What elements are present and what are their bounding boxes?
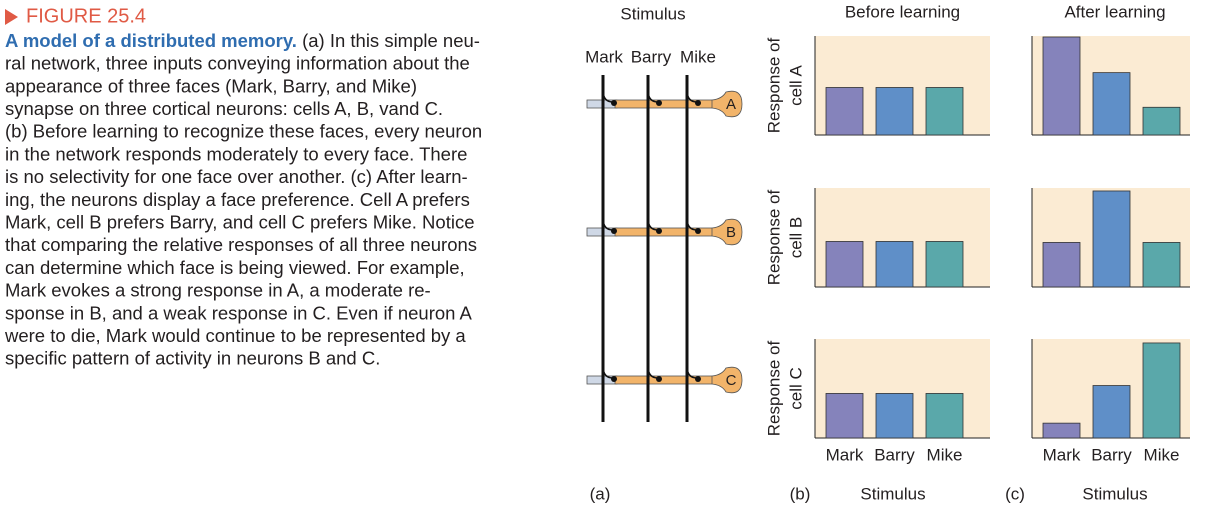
panel-label: (c) bbox=[1005, 484, 1025, 503]
bar bbox=[875, 87, 914, 136]
cell-body bbox=[711, 90, 743, 118]
caption-line: (b) Before learning to recognize these f… bbox=[5, 121, 482, 142]
x-axis-label: Stimulus bbox=[860, 484, 925, 503]
network-diagram bbox=[586, 75, 743, 422]
synapse-dot bbox=[611, 100, 617, 106]
y-axis-label: Response of bbox=[764, 189, 783, 285]
chart-title: Before learning bbox=[845, 2, 960, 21]
synapse-dot bbox=[656, 376, 662, 382]
cell-body bbox=[711, 366, 743, 394]
synapse-dot bbox=[611, 228, 617, 234]
caption-line: ral network, three inputs conveying info… bbox=[5, 53, 470, 74]
bar bbox=[1142, 242, 1181, 288]
caption-line: appearance of three faces (Mark, Barry, … bbox=[5, 75, 417, 96]
bar bbox=[925, 393, 964, 439]
bar bbox=[825, 241, 864, 288]
caption-line: can determine which face is being viewed… bbox=[5, 257, 465, 278]
bar bbox=[1042, 242, 1081, 288]
bar bbox=[925, 87, 964, 136]
x-tick-label: Mike bbox=[927, 445, 963, 464]
caption-line: Mark, cell B prefers Barry, and cell C p… bbox=[5, 211, 475, 232]
caption-text: (a) In this simple neu- bbox=[297, 30, 480, 51]
synapse-dot bbox=[695, 228, 701, 234]
synapse-dot bbox=[656, 228, 662, 234]
bar bbox=[875, 393, 914, 439]
caption-line: were to die, Mark would continue to be r… bbox=[4, 325, 466, 346]
caption-line: A model of a distributed memory. (a) In … bbox=[5, 30, 480, 51]
y-axis-label: cell A bbox=[786, 65, 805, 106]
x-tick-label: Mark bbox=[1043, 445, 1081, 464]
synapse-dot bbox=[656, 100, 662, 106]
bar bbox=[825, 393, 864, 439]
chart-title: After learning bbox=[1064, 2, 1165, 21]
y-axis-label: Response of bbox=[764, 340, 783, 436]
bar bbox=[825, 87, 864, 136]
y-axis-label: cell B bbox=[786, 217, 805, 259]
panel-label: (b) bbox=[790, 484, 811, 503]
cell-label: B bbox=[726, 224, 736, 241]
cell-label: C bbox=[726, 372, 737, 389]
x-tick-label: Barry bbox=[874, 445, 915, 464]
bar bbox=[875, 241, 914, 288]
caption-line: specific pattern of activity in neurons … bbox=[5, 348, 380, 369]
panel-title: Stimulus bbox=[620, 4, 685, 23]
bar bbox=[925, 241, 964, 288]
caption-line: that comparing the relative responses of… bbox=[5, 234, 477, 255]
caption-line: in the network responds moderately to ev… bbox=[5, 143, 467, 164]
caption-line: Mark evokes a strong response in A, a mo… bbox=[5, 280, 431, 301]
synapse-dot bbox=[611, 376, 617, 382]
bar bbox=[1092, 385, 1131, 439]
x-tick-label: Mark bbox=[826, 445, 864, 464]
bar bbox=[1142, 106, 1181, 136]
synapse-dot bbox=[695, 376, 701, 382]
caption-line: is no selectivity for one face over anot… bbox=[5, 166, 468, 187]
synapse-dot bbox=[695, 100, 701, 106]
input-label: Mark bbox=[585, 47, 623, 66]
caption-line: synapse on three cortical neurons: cells… bbox=[5, 98, 443, 119]
x-axis-label: Stimulus bbox=[1082, 484, 1147, 503]
figure-label: FIGURE 25.4 bbox=[26, 5, 146, 27]
panel-label: (a) bbox=[590, 484, 611, 503]
y-axis-label: Response of bbox=[764, 37, 783, 133]
x-tick-label: Barry bbox=[1091, 445, 1132, 464]
caption-line: sponse in B, and a weak response in C. E… bbox=[5, 302, 473, 323]
caption-line: ing, the neurons display a face preferen… bbox=[5, 189, 470, 210]
input-label: Mike bbox=[680, 47, 716, 66]
bar bbox=[1142, 342, 1181, 439]
bar bbox=[1042, 36, 1081, 136]
x-tick-label: Mike bbox=[1144, 445, 1180, 464]
cell-label: A bbox=[726, 96, 736, 113]
caption-title: A model of a distributed memory. bbox=[5, 30, 297, 51]
bar bbox=[1092, 190, 1131, 288]
y-axis-label: cell C bbox=[786, 367, 805, 410]
bar bbox=[1092, 72, 1131, 136]
bar bbox=[1042, 422, 1081, 439]
input-label: Barry bbox=[631, 47, 672, 66]
cell-body bbox=[711, 218, 743, 246]
figure-arrow bbox=[5, 9, 18, 25]
